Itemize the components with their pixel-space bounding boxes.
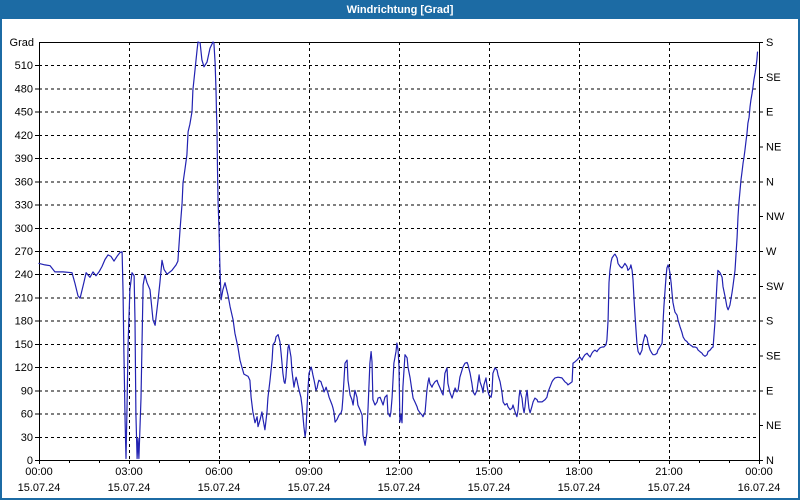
x-tick-date-label: 16.07.24: [738, 482, 781, 494]
x-tick-date-label: 15.07.24: [18, 482, 61, 494]
y-left-tick-label: 240: [15, 269, 33, 281]
x-tick-time-label: 21:00: [655, 466, 683, 478]
y-left-tick-label: 270: [15, 246, 33, 258]
y-left-tick-label: 90: [21, 385, 33, 397]
y-axis-unit-label: Grad: [10, 37, 34, 49]
y-left-tick-label: 60: [21, 409, 33, 421]
x-tick-time-label: 03:00: [115, 466, 143, 478]
y-right-compass-label: NW: [766, 211, 785, 223]
y-right-compass-label: N: [766, 176, 774, 188]
window-titlebar[interactable]: Windrichtung [Grad]: [2, 2, 798, 19]
y-left-tick-label: 450: [15, 107, 33, 119]
y-right-compass-label: SE: [766, 72, 781, 84]
x-tick-time-label: 15:00: [475, 466, 503, 478]
x-tick-time-label: 06:00: [205, 466, 233, 478]
y-right-compass-label: S: [766, 316, 773, 328]
y-left-tick-label: 480: [15, 83, 33, 95]
y-right-compass-label: SW: [766, 281, 784, 293]
y-left-tick-label: 210: [15, 292, 33, 304]
y-left-tick-label: 150: [15, 339, 33, 351]
y-left-tick-label: 30: [21, 432, 33, 444]
x-tick-time-label: 00:00: [745, 466, 773, 478]
y-left-tick-label: 120: [15, 362, 33, 374]
y-right-compass-label: N: [766, 455, 774, 467]
y-left-tick-label: 510: [15, 60, 33, 72]
x-tick-time-label: 09:00: [295, 466, 323, 478]
y-right-compass-label: E: [766, 385, 773, 397]
y-left-tick-label: 180: [15, 316, 33, 328]
x-tick-date-label: 15.07.24: [198, 482, 241, 494]
x-tick-date-label: 15.07.24: [648, 482, 691, 494]
window-title: Windrichtung [Grad]: [346, 4, 454, 16]
y-left-tick-label: 420: [15, 130, 33, 142]
x-tick-date-label: 15.07.24: [468, 482, 511, 494]
y-right-compass-label: NE: [766, 420, 781, 432]
x-tick-date-label: 15.07.24: [378, 482, 421, 494]
y-right-compass-label: E: [766, 107, 773, 119]
x-tick-date-label: 15.07.24: [288, 482, 331, 494]
y-left-tick-label: 360: [15, 176, 33, 188]
y-left-tick-label: 300: [15, 223, 33, 235]
y-left-tick-label: 330: [15, 200, 33, 212]
y-right-compass-label: NE: [766, 142, 781, 154]
x-tick-date-label: 15.07.24: [108, 482, 151, 494]
y-right-compass-label: SE: [766, 351, 781, 363]
x-tick-time-label: 18:00: [565, 466, 593, 478]
y-right-compass-label: S: [766, 37, 773, 49]
x-tick-time-label: 00:00: [25, 466, 53, 478]
x-tick-date-label: 15.07.24: [558, 482, 601, 494]
y-left-tick-label: 390: [15, 153, 33, 165]
y-left-tick-label: 0: [27, 455, 33, 467]
x-tick-time-label: 12:00: [385, 466, 413, 478]
y-right-compass-label: W: [766, 246, 777, 258]
series-line: [38, 41, 759, 460]
